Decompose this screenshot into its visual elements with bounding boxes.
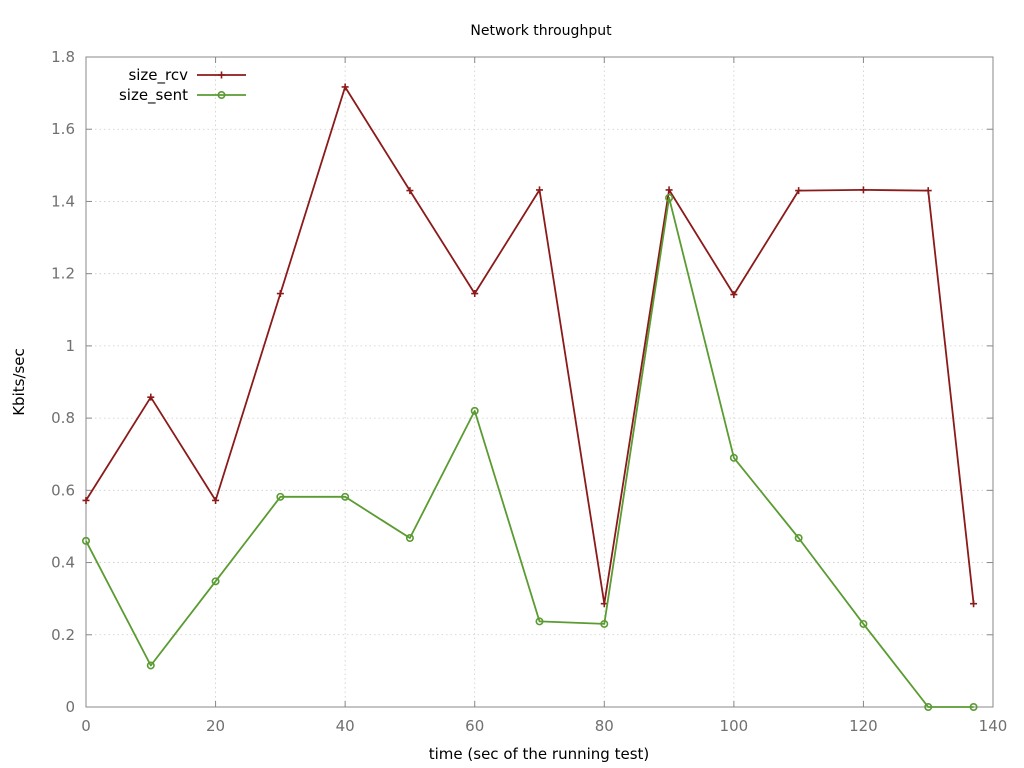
y-tick-label: 1.4 [51, 192, 75, 210]
series-line-size_sent [85, 196, 974, 708]
data-point-size_sent [969, 702, 978, 711]
y-tick-label: 1.6 [51, 120, 75, 138]
x-tick-label: 140 [979, 717, 1008, 735]
data-point-size_sent [276, 492, 285, 501]
data-point-size_sent [82, 536, 91, 545]
data-point-size_sent [146, 661, 155, 670]
data-point-size_rcv [406, 187, 414, 195]
grid [86, 57, 993, 707]
data-point-size_rcv [147, 393, 155, 401]
y-tick-label: 0.4 [51, 554, 75, 572]
chart-title: Network throughput [470, 23, 612, 39]
legend-marker-size_rcv [218, 71, 225, 79]
x-tick-label: 40 [336, 717, 355, 735]
data-point-size_sent [600, 619, 609, 628]
series-size_rcv [82, 83, 978, 608]
y-tick-label: 0.2 [51, 626, 75, 644]
series-size_sent [82, 193, 978, 711]
data-point-size_rcv [341, 83, 349, 91]
data-point-size_sent [859, 619, 868, 628]
data-point-size_sent [405, 533, 414, 542]
data-point-size_rcv [924, 187, 932, 195]
data-point-size_sent [211, 577, 220, 586]
data-point-size_rcv [82, 496, 90, 504]
data-point-size_rcv [536, 186, 543, 194]
legend-marker-size_sent [217, 91, 226, 100]
x-tick-label: 80 [595, 717, 614, 735]
x-tick-label: 120 [849, 717, 878, 735]
data-point-size_sent [535, 617, 544, 626]
series-lines [82, 83, 978, 711]
x-axis-label: time (sec of the running test) [429, 745, 650, 763]
y-tick-label: 0 [65, 698, 75, 716]
data-point-size_sent [794, 533, 803, 542]
legend-label-size_rcv: size_rcv [128, 66, 188, 85]
data-point-size_rcv [970, 600, 978, 608]
x-tick-label: 60 [465, 717, 484, 735]
axis-ticks: 0 20 40 60 80 100 120 140 0 0.2 0.4 0.6 0.8 1 1.2 1.4 1.… [51, 48, 1007, 735]
data-point-size_rcv [795, 187, 803, 195]
data-point-size_rcv [665, 186, 673, 194]
legend-label-size_sent: size_sent [119, 86, 188, 105]
data-point-size_rcv [730, 291, 738, 299]
data-point-size_rcv [212, 496, 220, 504]
y-axis-label: Kbits/sec [10, 348, 28, 416]
data-point-size_sent [665, 193, 674, 202]
data-point-size_sent [924, 702, 933, 711]
y-tick-label: 0.8 [51, 409, 75, 427]
data-point-size_rcv [471, 290, 479, 298]
x-tick-label: 20 [206, 717, 225, 735]
plot-frame [85, 56, 994, 708]
x-tick-label: 0 [81, 717, 91, 735]
y-tick-label: 1 [65, 337, 75, 355]
data-point-size_sent [470, 406, 479, 415]
x-tick-label: 100 [720, 717, 749, 735]
data-point-size_sent [729, 453, 738, 462]
data-point-size_sent [341, 492, 350, 501]
data-point-size_rcv [276, 290, 284, 298]
data-point-size_rcv [859, 186, 867, 194]
y-tick-label: 1.2 [51, 265, 75, 283]
y-tick-label: 1.8 [51, 48, 75, 66]
series-line-size_rcv [85, 86, 975, 605]
y-tick-label: 0.6 [51, 481, 75, 499]
